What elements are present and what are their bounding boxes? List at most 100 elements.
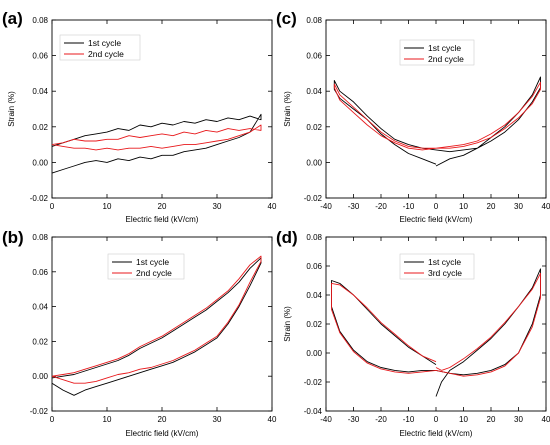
panel-d-xtick-label-7: 30 [514, 415, 523, 424]
panel-d-series-1-line [331, 268, 541, 397]
panel-d-y-axis: -0.04 -0.02 0.00 0.02 0.04 0.06 0.08 [304, 233, 546, 416]
panel-c-series-1-line [333, 76, 541, 167]
panel-a-series-2-line [51, 124, 262, 151]
panel-b-xtick-label-2: 20 [158, 415, 167, 424]
panel-c-ytick-label-4: 0.06 [306, 52, 322, 61]
panel-d-xtick-label-1: -30 [348, 415, 360, 424]
panel-b-label: (b) [2, 228, 24, 247]
panel-d-ytick-label-6: 0.08 [306, 233, 322, 242]
panel-d-xtick-label-0: -40 [320, 415, 332, 424]
panel-b-ytick-label-1: 0.00 [32, 372, 48, 381]
panel-d-xtick-label-3: -10 [403, 415, 415, 424]
panel-b-xtick-label-1: 10 [103, 415, 112, 424]
panel-c-label: (c) [276, 9, 297, 28]
panel-d-ytick-label-5: 0.06 [306, 262, 322, 271]
panel-c: (c) -0.02 0.00 0.02 0.04 0.06 0.08 -40 -30 -20-… [276, 9, 550, 224]
panel-c-ytick-label-2: 0.02 [306, 123, 322, 132]
panel-d-ytick-label-0: -0.04 [304, 407, 323, 416]
panel-b-xtick-label-3: 30 [213, 415, 222, 424]
panel-d-xtick-label-6: 20 [487, 415, 496, 424]
panel-b-y-axis: -0.02 0.00 0.02 0.04 0.06 0.08 [30, 233, 272, 416]
panel-a-legend-label-2: 2nd cycle [88, 49, 124, 59]
panel-d-legend-box [399, 253, 475, 280]
panel-a-xtick-label-0: 0 [50, 202, 55, 211]
panel-a-legend-box [59, 34, 141, 61]
panel-c-xtick-label-1: -30 [348, 202, 360, 211]
panel-d-xtick-label-4: 0 [434, 415, 439, 424]
panel-c-xtick-label-5: 10 [459, 202, 468, 211]
panel-d-xtick-label-5: 10 [459, 415, 468, 424]
panel-c-xtick-label-7: 30 [514, 202, 523, 211]
panel-d-ytick-label-4: 0.04 [306, 291, 322, 300]
panel-b-legend-box [107, 253, 185, 280]
panel-d-xlabel: Electric field (kV/cm) [400, 429, 473, 438]
panel-c-xtick-label-2: -20 [375, 202, 387, 211]
panel-d-xtick-label-2: -20 [375, 415, 387, 424]
panel-d-legend-label-1: 1st cycle [428, 257, 461, 267]
panel-a-label: (a) [2, 9, 23, 28]
panel-a-xtick-label-2: 20 [158, 202, 167, 211]
panel-c-series-2-line [333, 81, 541, 151]
panel-b-x-axis: 0 10 20 30 40 [50, 237, 277, 424]
panel-d-legend: 1st cycle 3rd cycle [399, 253, 475, 280]
panel-c-ytick-label-1: 0.00 [306, 158, 322, 167]
panel-c-legend-box [399, 39, 475, 66]
panel-b: (b) -0.020.000.020.040.060.08 0 10 20 30 40 … [2, 228, 277, 438]
panel-c-legend: 1st cycle 2nd cycle [399, 39, 475, 66]
panel-c-ytick-label-5: 0.08 [306, 16, 322, 25]
panel-b-legend-label-1: 1st cycle [136, 257, 169, 267]
panel-a-ytick-label-2: 0.02 [32, 123, 48, 132]
panel-d-series [331, 268, 541, 397]
panel-a-y-axis: -0.02 0.00 0.02 0.04 0.06 0.08 [30, 16, 272, 203]
panel-c-legend-label-1: 1st cycle [428, 43, 461, 53]
panel-b-legend: 1st cycle 2nd cycle [107, 253, 185, 280]
panel-c-ytick-label-0: -0.02 [304, 194, 323, 203]
panel-a-ytick-label-5: 0.08 [32, 16, 48, 25]
panel-c-x-axis: -40 -30 -20 -10 0 10 20 30 40 [320, 20, 550, 211]
panel-a-xtick-label-3: 30 [213, 202, 222, 211]
panel-b-xtick-label-4: 40 [268, 415, 277, 424]
panel-c-y-axis: -0.02 0.00 0.02 0.04 0.06 0.08 [304, 16, 546, 203]
panel-c-xtick-label-0: -40 [320, 202, 332, 211]
panel-b-series-2-line [51, 255, 262, 384]
panel-d-legend-label-2: 3rd cycle [428, 268, 462, 278]
panel-a-ytick-label-3: 0.04 [32, 87, 48, 96]
panel-a-xtick-label-1: 10 [103, 202, 112, 211]
panel-a-legend-label-1: 1st cycle [88, 38, 121, 48]
panel-d-xtick-label-8: 40 [542, 415, 550, 424]
panel-c-xlabel: Electric field (kV/cm) [400, 215, 473, 224]
panel-b-series [51, 255, 262, 396]
panel-b-xlabel: Electric field (kV/cm) [126, 429, 199, 438]
panel-a: (a) -0.020.000.020.040.060.08 0 10 20 30 40 … [2, 9, 277, 224]
panel-b-ytick-label-3: 0.04 [32, 303, 48, 312]
panel-a-x-axis: 0 10 20 30 40 [50, 20, 277, 211]
panel-b-ytick-label-2: 0.02 [32, 337, 48, 346]
panel-d-label: (d) [276, 228, 298, 247]
panel-d-ytick-label-3: 0.02 [306, 320, 322, 329]
panel-d-ylabel: Strain (%) [283, 306, 292, 342]
panel-b-ytick-label-4: 0.06 [32, 268, 48, 277]
panel-a-legend: 1st cycle 2nd cycle [59, 34, 141, 61]
panel-c-ytick-label-3: 0.04 [306, 87, 322, 96]
panel-c-ylabel: Strain (%) [283, 91, 292, 127]
panel-d-x-axis: -40 -30 -20 -10 0 10 20 30 40 [320, 237, 550, 424]
panel-c-legend-label-2: 2nd cycle [428, 54, 464, 64]
panel-d-ytick-label-1: -0.02 [304, 378, 323, 387]
panel-a-ytick-label-4: 0.06 [32, 52, 48, 61]
panel-a-xtick-label-4: 40 [268, 202, 277, 211]
panel-b-ytick-label-0: -0.02 [30, 407, 49, 416]
panel-a-series [51, 113, 262, 174]
panel-a-ytick-label-1: 0.00 [32, 158, 48, 167]
panel-d: (d) -0.04 -0.02 0.00 0.02 0.04 0.06 0.08 -40 -3… [276, 228, 550, 438]
panel-c-series [333, 76, 541, 167]
panel-b-ytick-label-5: 0.08 [32, 233, 48, 242]
panel-c-xtick-label-4: 0 [434, 202, 439, 211]
panel-c-xtick-label-8: 40 [542, 202, 550, 211]
panel-b-legend-label-2: 2nd cycle [136, 268, 172, 278]
panel-b-xtick-label-0: 0 [50, 415, 55, 424]
panel-d-ytick-label-2: 0.00 [306, 349, 322, 358]
panel-a-xlabel: Electric field (kV/cm) [126, 215, 199, 224]
panel-a-ytick-label-0: -0.02 [30, 194, 49, 203]
panel-a-ylabel: Strain (%) [7, 91, 16, 127]
